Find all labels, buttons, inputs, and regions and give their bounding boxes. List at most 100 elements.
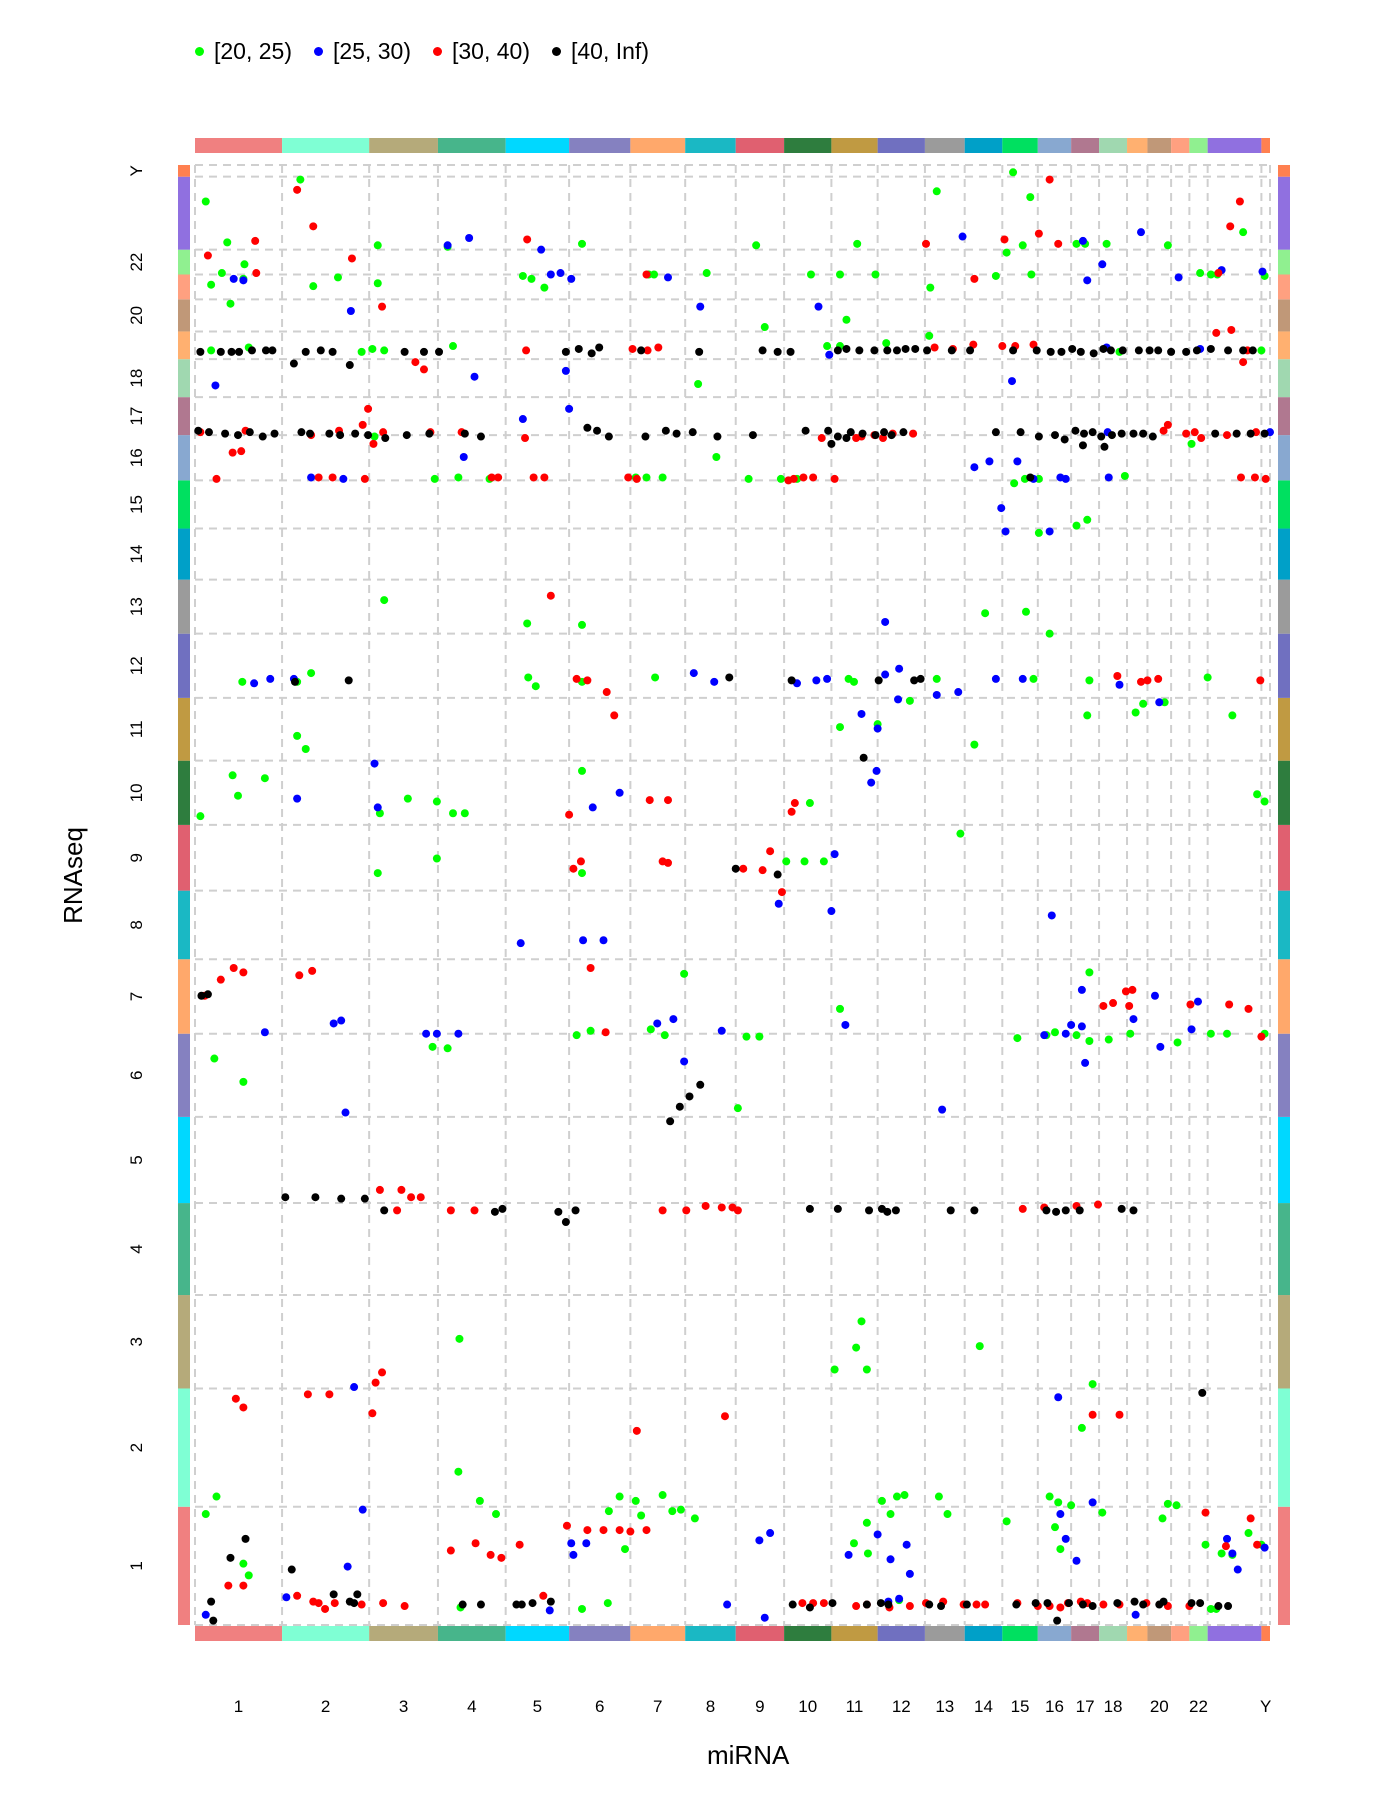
data-point <box>337 1194 346 1203</box>
data-point <box>357 1600 366 1609</box>
y-chromosome-bar-left <box>178 1388 190 1507</box>
y-tick-label: 4 <box>127 1244 146 1253</box>
data-point <box>201 197 210 206</box>
data-point <box>537 245 546 254</box>
data-point <box>970 463 979 472</box>
data-point <box>306 429 315 438</box>
data-point <box>857 1317 866 1326</box>
data-point <box>227 347 236 356</box>
data-point <box>295 971 304 980</box>
data-point <box>1088 1410 1097 1419</box>
data-point <box>1233 1565 1242 1574</box>
data-point <box>646 1025 655 1034</box>
data-point <box>455 1334 464 1343</box>
data-point <box>814 302 823 311</box>
data-point <box>1214 269 1223 278</box>
data-point <box>628 344 637 353</box>
data-point <box>1083 515 1092 524</box>
data-point <box>849 1539 858 1548</box>
y-chromosome-bar-right <box>1278 633 1290 698</box>
data-point <box>221 429 230 438</box>
x-tick-label: 6 <box>595 1697 604 1716</box>
data-point <box>680 969 689 978</box>
data-point <box>1190 428 1199 437</box>
data-point <box>632 1426 641 1435</box>
data-point <box>229 274 238 283</box>
data-point <box>293 731 302 740</box>
data-point <box>460 809 469 818</box>
x-chromosome-bar-top <box>831 138 878 153</box>
data-point <box>587 349 596 358</box>
data-point <box>991 428 1000 437</box>
data-point <box>1156 1042 1165 1051</box>
data-point <box>664 796 672 805</box>
x-tick-label: 14 <box>974 1697 993 1716</box>
data-point <box>1045 175 1054 184</box>
data-point <box>1206 344 1215 353</box>
data-point <box>1130 1597 1139 1606</box>
x-tick-label: 17 <box>1076 1697 1095 1716</box>
x-tick-label: 1 <box>234 1697 243 1716</box>
data-point <box>373 803 382 812</box>
data-point <box>905 1569 914 1578</box>
data-point <box>654 343 663 352</box>
data-point <box>446 1206 455 1215</box>
data-point <box>309 282 318 291</box>
data-point <box>571 1206 580 1215</box>
y-tick-label: 22 <box>127 253 146 272</box>
data-point <box>567 1539 576 1548</box>
x-chromosome-bar-bottom <box>1171 1626 1190 1641</box>
data-point <box>823 674 832 683</box>
data-point <box>223 238 232 247</box>
data-point <box>1094 1200 1102 1209</box>
data-point <box>416 1193 425 1202</box>
data-point <box>872 766 881 775</box>
data-point <box>930 343 939 352</box>
data-point <box>1032 346 1041 355</box>
y-tick-label: 17 <box>127 407 146 426</box>
data-point <box>1187 1025 1196 1034</box>
data-point <box>664 858 672 867</box>
data-point <box>1000 235 1009 244</box>
data-point <box>1047 911 1056 920</box>
data-point <box>1248 346 1257 355</box>
data-point <box>819 857 828 866</box>
data-point <box>717 1203 726 1212</box>
y-chromosome-bar-left <box>178 1033 190 1117</box>
data-point <box>201 1610 210 1619</box>
data-point <box>1002 1517 1011 1526</box>
data-point <box>212 1492 221 1501</box>
x-chromosome-bar-top <box>369 138 438 153</box>
data-point <box>1046 347 1055 356</box>
data-point <box>642 270 651 279</box>
y-chromosome-bar-left <box>178 959 190 1034</box>
data-point <box>303 1390 312 1399</box>
data-point <box>1159 1597 1168 1606</box>
data-point <box>650 270 659 279</box>
data-point <box>934 1492 943 1501</box>
data-point <box>800 857 809 866</box>
data-point <box>1118 346 1127 355</box>
data-point <box>1099 1001 1108 1010</box>
y-chromosome-bar-left <box>178 824 190 891</box>
data-point <box>1155 698 1164 707</box>
data-point <box>443 1044 452 1053</box>
x-axis-title: miRNA <box>707 1740 790 1770</box>
data-point <box>805 799 814 808</box>
y-chromosome-bar-left <box>178 890 190 960</box>
data-point <box>1246 429 1255 438</box>
y-tick-label: 6 <box>127 1071 146 1080</box>
data-point <box>1072 1556 1081 1565</box>
data-point <box>1056 1603 1065 1612</box>
data-point <box>1167 347 1176 356</box>
legend-item: [30, 40) <box>433 38 530 65</box>
data-point <box>360 1194 369 1203</box>
x-chromosome-bar-bottom <box>1261 1626 1270 1641</box>
data-point <box>378 302 387 311</box>
data-point <box>859 753 868 762</box>
data-point <box>892 1492 901 1501</box>
data-point <box>207 346 216 355</box>
data-point <box>1018 674 1027 683</box>
data-point <box>873 724 882 733</box>
data-point <box>632 474 641 483</box>
